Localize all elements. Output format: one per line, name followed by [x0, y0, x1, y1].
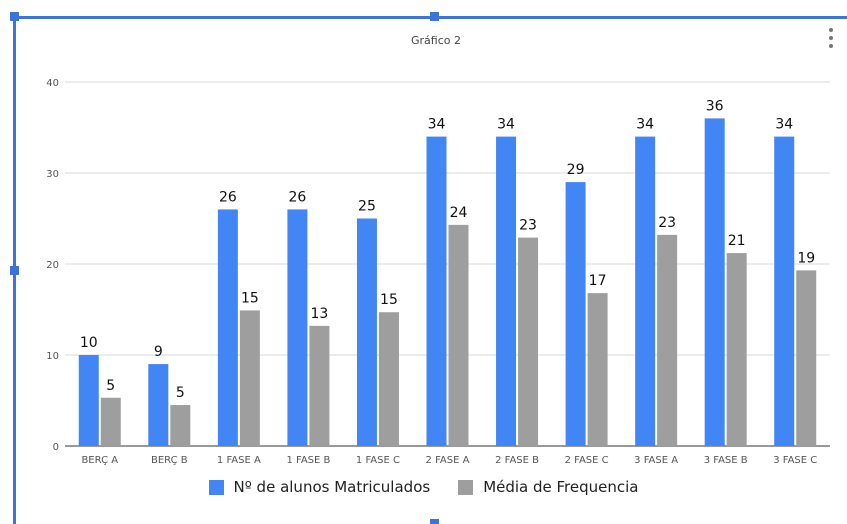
x-tick-label: BERÇ A — [81, 455, 118, 466]
bar-frequencia[interactable] — [587, 293, 608, 446]
legend-item-matriculados[interactable]: Nº de alunos Matriculados — [208, 478, 431, 496]
data-label: 15 — [380, 292, 398, 308]
y-tick-label: 40 — [46, 78, 59, 89]
gridlines — [65, 81, 830, 447]
bar-matriculados[interactable] — [78, 355, 99, 446]
bar-frequencia[interactable] — [100, 397, 121, 446]
y-tick-label: 30 — [46, 169, 59, 180]
legend-label: Média de Frequencia — [483, 478, 639, 496]
data-label: 23 — [519, 218, 537, 234]
x-tick-label: 2 FASE C — [565, 455, 609, 466]
resize-handle-bottom-center[interactable] — [430, 519, 439, 524]
resize-handle-top-center[interactable] — [430, 12, 439, 21]
data-label: 34 — [636, 117, 654, 133]
data-label: 10 — [80, 335, 98, 351]
x-tick-label: 3 FASE C — [773, 455, 817, 466]
bar-frequencia[interactable] — [726, 253, 747, 446]
bar-frequencia[interactable] — [518, 237, 539, 446]
resize-handle-top-left[interactable] — [10, 12, 19, 21]
x-tick-label: 1 FASE C — [356, 455, 400, 466]
bar-matriculados[interactable] — [496, 136, 517, 446]
data-label: 15 — [241, 290, 259, 306]
bar-matriculados[interactable] — [635, 136, 656, 446]
bar-matriculados[interactable] — [565, 182, 586, 446]
data-label: 13 — [310, 306, 328, 322]
data-label: 17 — [589, 273, 607, 289]
bar-matriculados[interactable] — [426, 136, 447, 446]
x-tick-label: 1 FASE A — [217, 455, 261, 466]
data-label: 19 — [797, 250, 815, 266]
x-axis: BERÇ A BERÇ B 1 FASE A 1 FASE B 1 FASE C 2 FA… — [81, 455, 817, 466]
x-tick-label: BERÇ B — [151, 455, 188, 466]
bar-frequencia[interactable] — [657, 234, 678, 446]
data-label: 5 — [176, 385, 185, 401]
bar-matriculados[interactable] — [356, 218, 377, 447]
x-tick-label: 1 FASE B — [286, 455, 330, 466]
x-tick-label: 2 FASE A — [426, 455, 470, 466]
data-label: 29 — [567, 162, 585, 178]
x-tick-label: 2 FASE B — [495, 455, 539, 466]
bar-frequencia[interactable] — [448, 224, 469, 446]
x-tick-label: 3 FASE A — [634, 455, 678, 466]
y-tick-label: 0 — [53, 442, 59, 453]
bar-matriculados[interactable] — [774, 136, 795, 446]
chart-title: Gráfico 2 — [411, 34, 461, 47]
data-label: 21 — [728, 233, 746, 249]
y-tick-label: 20 — [46, 260, 59, 271]
x-tick-label: 3 FASE B — [704, 455, 748, 466]
data-labels: 10 5 9 5 26 15 26 13 25 15 34 24 34 23 29 17 34 23 36 21 34 1… — [80, 98, 815, 401]
data-label: 5 — [106, 378, 115, 394]
kebab-menu-icon[interactable] — [826, 28, 836, 54]
bar-matriculados[interactable] — [217, 209, 238, 446]
bar-frequencia[interactable] — [796, 270, 817, 446]
data-label: 23 — [658, 215, 676, 231]
data-label: 34 — [775, 117, 793, 133]
data-label: 26 — [219, 189, 237, 205]
bar-frequencia[interactable] — [378, 312, 399, 446]
data-label: 36 — [706, 98, 724, 114]
resize-handle-middle-left[interactable] — [10, 266, 19, 275]
bar-matriculados[interactable] — [287, 209, 308, 446]
bar-matriculados[interactable] — [148, 364, 169, 446]
data-label: 24 — [450, 205, 468, 221]
data-label: 25 — [358, 199, 376, 215]
data-label: 26 — [288, 189, 306, 205]
legend-swatch-blue — [208, 479, 224, 495]
y-tick-label: 10 — [46, 351, 59, 362]
y-axis: 0 10 20 30 40 — [46, 78, 59, 453]
data-label: 9 — [154, 344, 163, 360]
legend: Nº de alunos Matriculados Média de Frequ… — [0, 478, 847, 496]
legend-item-frequencia[interactable]: Média de Frequencia — [458, 478, 639, 496]
bar-frequencia[interactable] — [309, 325, 330, 446]
data-label: 34 — [428, 117, 446, 133]
legend-label: Nº de alunos Matriculados — [233, 478, 431, 496]
bar-frequencia[interactable] — [170, 405, 191, 446]
data-label: 34 — [497, 117, 515, 133]
bars — [78, 118, 817, 447]
legend-swatch-gray — [458, 479, 474, 495]
bar-frequencia[interactable] — [239, 310, 260, 446]
bar-matriculados[interactable] — [704, 118, 725, 447]
